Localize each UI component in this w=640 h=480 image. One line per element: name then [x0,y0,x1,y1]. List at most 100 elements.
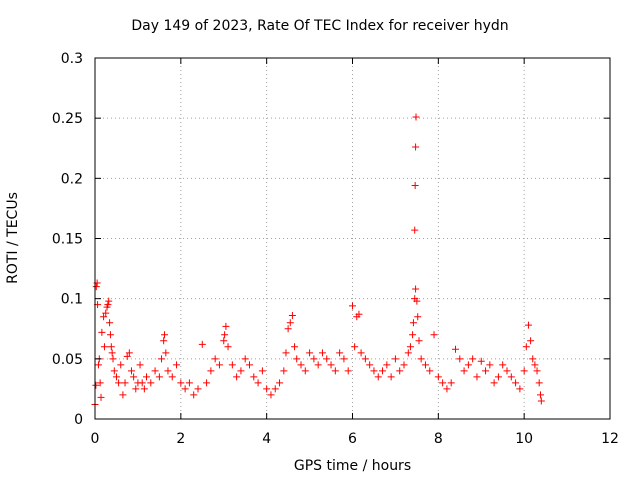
data-point [533,367,541,375]
data-point [482,367,490,375]
data-point [529,355,537,363]
data-point [117,361,125,369]
data-point [366,361,374,369]
data-point [173,361,181,369]
data-point [477,357,485,365]
data-point [121,379,129,387]
data-point [109,355,117,363]
data-point [447,379,455,387]
chart-title: Day 149 of 2023, Rate Of TEC Index for r… [131,18,509,34]
data-point [222,322,230,330]
data-point [106,319,114,327]
tick-labels: 0 2 4 6 8 10 12 0 0.05 0.1 0.15 0.2 0.25 0.3 [52,51,619,447]
x-tick-label: 12 [601,431,619,447]
data-point [516,385,524,393]
data-point [158,355,166,363]
data-point [460,367,468,375]
data-point [92,283,100,291]
data-point [443,385,451,393]
x-tick-label: 4 [262,431,271,447]
data-points [91,113,545,409]
data-point [185,379,193,387]
data-point [258,367,266,375]
data-point [355,310,363,318]
axis-ticks [94,57,611,420]
data-point [107,343,115,351]
x-tick-label: 8 [434,431,443,447]
data-point [155,373,163,381]
data-point [100,313,108,321]
data-point [293,355,301,363]
data-point [177,379,185,387]
data-point [168,373,176,381]
data-point [331,367,339,375]
data-point [490,379,498,387]
data-point [228,361,236,369]
y-tick-label: 0.15 [52,232,83,248]
data-point [486,361,494,369]
data-point [164,367,172,375]
data-point [286,319,294,327]
data-point [434,373,442,381]
data-point [318,349,326,357]
data-point [282,349,290,357]
data-point [379,367,387,375]
data-point [119,391,127,399]
data-point [340,355,348,363]
data-point [374,373,382,381]
data-point [291,343,299,351]
data-point [400,361,408,369]
x-tick-label: 6 [348,431,357,447]
data-point [123,352,131,360]
data-point [370,367,378,375]
data-point [413,297,421,305]
data-point [531,361,539,369]
data-point [94,361,102,369]
data-point [233,373,241,381]
data-point [211,355,219,363]
data-point [351,343,359,351]
data-point [323,355,331,363]
data-point [361,355,369,363]
data-point [110,367,118,375]
grid-lines [95,58,610,419]
x-tick-label: 2 [176,431,185,447]
data-point [112,373,120,381]
data-point [391,355,399,363]
data-point [288,312,296,320]
data-point [537,397,545,405]
data-point [143,373,150,381]
data-point [297,361,305,369]
data-point [411,182,419,190]
data-point [246,361,253,369]
data-point [412,113,420,121]
data-point [306,349,314,357]
data-point [115,379,123,387]
data-point [409,319,417,327]
data-point [220,337,228,345]
data-point [92,381,100,389]
data-point [421,361,429,369]
data-point [503,367,511,375]
data-point [430,331,438,339]
data-point [104,301,112,309]
data-point [417,355,425,363]
data-point [357,349,365,357]
y-tick-label: 0.3 [61,51,83,67]
data-point [215,361,223,369]
data-point [412,143,420,151]
data-point [198,340,206,348]
data-point [151,367,159,375]
data-point [130,373,138,381]
data-point [224,343,232,351]
data-point [98,328,106,336]
data-point [494,373,502,381]
data-point [387,373,395,381]
data-point [162,349,170,357]
data-point [106,331,114,339]
data-point [241,355,249,363]
data-point [527,337,535,345]
x-axis-label: GPS time / hours [293,458,412,474]
data-point [314,361,322,369]
data-point [426,367,434,375]
